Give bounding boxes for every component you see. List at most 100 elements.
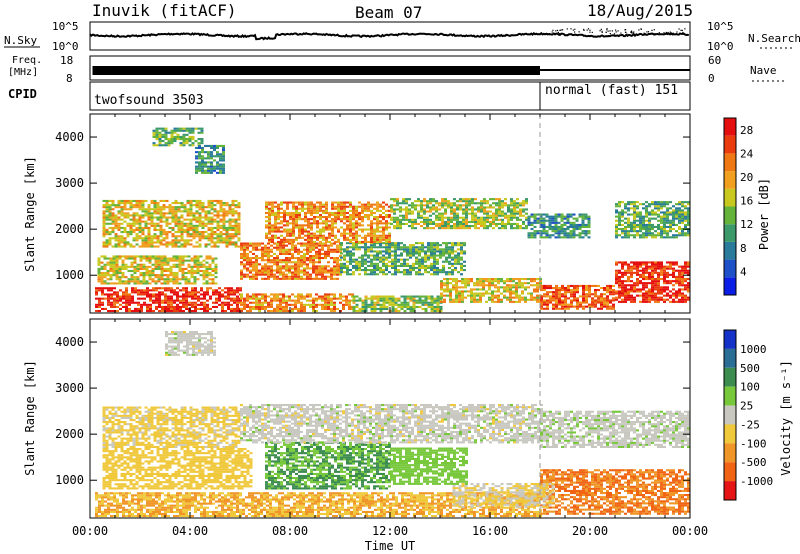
data-cell — [457, 254, 460, 257]
data-cell — [304, 220, 307, 223]
data-cell — [546, 305, 549, 308]
data-cell — [122, 301, 125, 304]
data-cell — [379, 303, 383, 306]
data-cell — [555, 299, 558, 302]
data-cell — [452, 280, 455, 283]
data-cell — [113, 301, 116, 304]
data-cell — [270, 265, 273, 268]
data-cell — [349, 256, 352, 259]
data-cell — [500, 292, 503, 295]
data-cell — [243, 273, 246, 276]
data-cell — [684, 265, 687, 268]
data-cell — [624, 294, 627, 297]
data-cell — [282, 275, 285, 278]
data-cell — [177, 235, 181, 238]
data-cell — [102, 245, 106, 248]
data-cell — [549, 301, 552, 304]
data-cell — [450, 204, 453, 207]
data-cell — [216, 226, 220, 229]
data-cell — [101, 289, 104, 292]
data-cell — [271, 240, 274, 243]
data-cell — [203, 297, 206, 300]
data-cell — [300, 269, 303, 272]
data-cell — [349, 262, 352, 265]
data-cell — [373, 307, 377, 310]
data-cell — [436, 307, 440, 310]
data-cell — [206, 299, 209, 302]
data-cell — [570, 305, 573, 308]
data-cell — [121, 274, 125, 277]
data-cell — [134, 287, 137, 290]
data-cell — [98, 289, 101, 292]
data-cell — [433, 273, 436, 276]
data-cell — [603, 305, 606, 308]
data-cell — [621, 273, 624, 276]
data-cell — [666, 286, 669, 289]
data-cell — [337, 238, 340, 241]
data-cell — [361, 224, 364, 227]
data-cell — [264, 277, 267, 280]
data-cell — [146, 291, 149, 294]
data-cell — [174, 237, 178, 240]
data-cell — [399, 208, 402, 211]
data-cell — [285, 252, 288, 255]
data-cell — [240, 244, 243, 247]
data-cell — [201, 233, 205, 236]
data-cell — [102, 199, 106, 202]
data-cell — [189, 220, 193, 223]
data-cell — [124, 280, 128, 283]
data-cell — [205, 261, 209, 264]
data-cell — [433, 244, 436, 247]
data-cell — [402, 208, 405, 211]
data-cell — [219, 233, 223, 236]
data-cell — [627, 296, 630, 299]
data-cell — [385, 299, 389, 302]
data-cell — [648, 267, 651, 270]
data-cell — [315, 265, 318, 268]
data-cell — [639, 275, 642, 278]
data-cell — [451, 271, 454, 274]
data-cell — [474, 208, 477, 211]
data-cell — [171, 214, 175, 217]
data-cell — [297, 275, 300, 278]
data-cell — [645, 292, 648, 295]
data-cell — [106, 278, 110, 281]
data-cell — [131, 301, 134, 304]
data-cell — [267, 275, 270, 278]
data-cell — [315, 305, 318, 308]
data-cell — [261, 277, 264, 280]
data-cell — [533, 288, 536, 291]
data-cell — [358, 242, 361, 245]
data-cell — [144, 245, 148, 248]
data-cell — [379, 305, 383, 308]
data-cell — [491, 284, 494, 287]
data-cell — [672, 273, 675, 276]
data-cell — [333, 265, 336, 268]
data-cell — [462, 210, 465, 213]
data-cell — [204, 243, 208, 246]
data-cell — [172, 263, 176, 266]
data-cell — [570, 291, 573, 294]
data-cell — [406, 254, 409, 257]
data-cell — [132, 212, 136, 215]
data-cell — [195, 212, 199, 215]
data-cell — [414, 200, 417, 203]
data-cell — [303, 261, 306, 264]
data-cell — [439, 269, 442, 272]
data-cell — [645, 294, 648, 297]
data-cell — [397, 269, 400, 272]
data-cell — [379, 216, 382, 219]
data-cell — [165, 237, 169, 240]
data-cell — [396, 225, 399, 228]
data-cell — [146, 310, 149, 313]
data-cell — [439, 248, 442, 251]
data-cell — [512, 296, 515, 299]
data-cell — [388, 299, 392, 302]
data-cell — [536, 300, 539, 303]
data-cell — [512, 292, 515, 295]
data-cell — [414, 220, 417, 223]
data-cell — [216, 210, 220, 213]
data-cell — [306, 259, 309, 262]
data-cell — [409, 250, 412, 253]
data-cell — [114, 218, 118, 221]
